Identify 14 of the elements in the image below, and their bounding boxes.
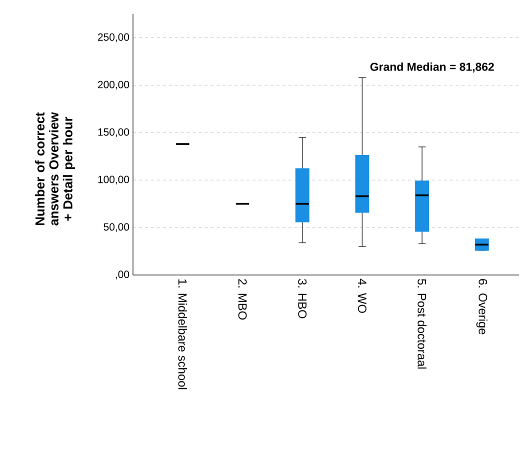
y-tick-label: ,00	[116, 270, 130, 280]
y-tick-label: 150,00	[98, 128, 130, 137]
x-tick-label: 1. Middelbare school	[178, 279, 188, 390]
x-tick-label: 5. Post doctoraal	[418, 279, 426, 369]
y-tick-label: 250,00	[98, 33, 130, 42]
x-tick-label: 4. WO	[358, 278, 366, 313]
y-tick-label: 200,00	[98, 80, 130, 90]
y-tick-label: 100,00	[98, 176, 130, 184]
y-axis-title: Number of correct answers Overview + Detail per hour	[35, 112, 75, 226]
annotation: Grand Median = 81,862	[370, 62, 494, 73]
x-tick-label: 2. MBO	[238, 279, 247, 320]
x-tick-label: 3. HBO	[298, 278, 307, 318]
x-tick-label: 6. Overige	[476, 279, 488, 334]
y-tick-label: 50,00	[104, 223, 130, 232]
